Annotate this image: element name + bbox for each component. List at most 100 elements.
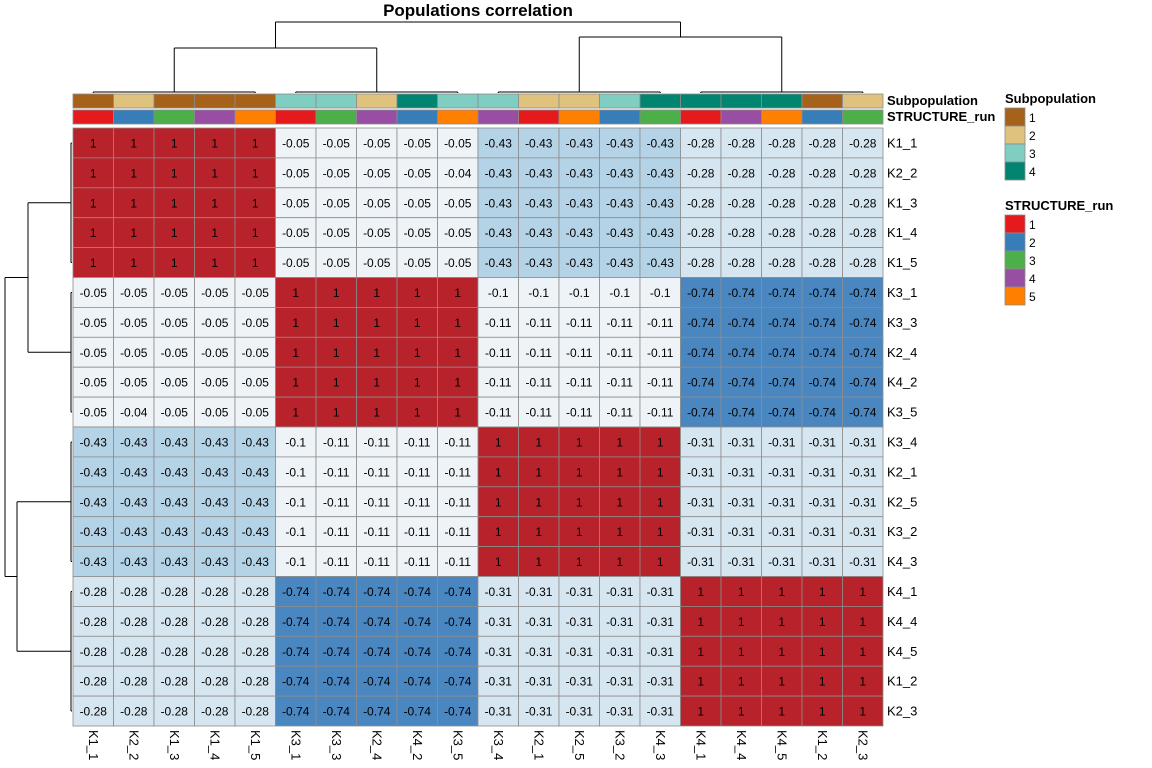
- cell-label: -0.43: [242, 465, 270, 479]
- cell-label: -0.43: [525, 256, 553, 270]
- cell-label: -0.74: [323, 645, 351, 659]
- subpopulation-annotation-cell: [639, 93, 681, 109]
- heatmap-cell: [518, 546, 560, 577]
- cell-label: -0.05: [161, 406, 189, 420]
- cell-label: -0.28: [120, 645, 148, 659]
- heatmap-cell: [275, 366, 317, 398]
- cell-label: -0.31: [525, 645, 553, 659]
- heatmap-cell: [842, 306, 884, 338]
- cell-label: -0.28: [242, 585, 270, 599]
- cell-label: -0.05: [363, 166, 391, 180]
- heatmap-cell: [477, 426, 519, 458]
- cell-label: -0.1: [285, 435, 306, 449]
- row-label: K4_4: [887, 614, 917, 629]
- heatmap-cells: 1 1 1 1 1 -0.05 -0.05 -0.05 -0.05 -0.05 -0.43 -0.43…: [72, 127, 884, 727]
- cell-label: 1: [252, 226, 259, 240]
- subpopulation-annotation-cell: [558, 93, 600, 109]
- column-label: K3_1: [288, 730, 303, 760]
- heatmap-cell: [437, 157, 479, 189]
- cell-label: -0.43: [242, 555, 270, 569]
- cell-label: -0.28: [161, 645, 189, 659]
- cell-label: -0.31: [566, 705, 594, 719]
- cell-label: 1: [211, 166, 218, 180]
- heatmap-cell: [234, 695, 276, 727]
- subpopulation-annotation-cell: [396, 93, 438, 109]
- heatmap-cell: [477, 456, 519, 488]
- cell-label: -0.31: [566, 585, 594, 599]
- legend-swatch: [1004, 232, 1026, 252]
- cell-label: -0.05: [444, 256, 472, 270]
- cell-label: -0.28: [687, 136, 715, 150]
- heatmap-cell: [396, 486, 438, 518]
- cell-label: -0.43: [120, 465, 148, 479]
- cell-label: 1: [859, 705, 866, 719]
- cell-label: 1: [738, 645, 745, 659]
- cell-label: -0.1: [528, 286, 549, 300]
- cell-label: -0.43: [201, 495, 229, 509]
- cell-label: 1: [819, 615, 826, 629]
- heatmap-cell: [639, 157, 681, 189]
- heatmap-cell: [396, 217, 438, 248]
- cell-label: -0.74: [728, 376, 756, 390]
- cell-label: -0.31: [687, 525, 715, 539]
- heatmap-cell: [477, 187, 519, 219]
- cell-label: -0.74: [404, 645, 432, 659]
- heatmap-cell: [599, 187, 641, 219]
- heatmap-cell: [761, 396, 803, 428]
- row-label: K1_5: [887, 255, 917, 270]
- heatmap-cell: [153, 606, 195, 637]
- heatmap-cell: [558, 665, 600, 697]
- row-label: K2_3: [887, 704, 917, 719]
- cell-label: 1: [373, 406, 380, 420]
- subpopulation-annotation-cell: [761, 93, 803, 109]
- cell-label: -0.05: [323, 256, 351, 270]
- cell-label: 1: [90, 256, 97, 270]
- cell-label: -0.74: [363, 645, 391, 659]
- structure-annotation-cell: [639, 109, 681, 125]
- heatmap-cell: [720, 336, 762, 368]
- cell-label: -0.43: [201, 465, 229, 479]
- cell-label: 1: [616, 465, 623, 479]
- cell-label: -0.05: [323, 226, 351, 240]
- heatmap-cell: [437, 127, 479, 159]
- cell-label: -0.05: [80, 406, 108, 420]
- heatmap-cell: [113, 336, 155, 368]
- heatmap-cell: [599, 635, 641, 667]
- heatmap-cell: [518, 516, 560, 548]
- heatmap-cell: [194, 546, 236, 577]
- heatmap-cell: [842, 157, 884, 189]
- heatmap-cell: [842, 336, 884, 368]
- cell-label: 1: [616, 525, 623, 539]
- legend-item-label: 5: [1029, 290, 1036, 304]
- heatmap-cell: [113, 456, 155, 488]
- subpopulation-annotation-cell: [437, 93, 479, 109]
- heatmap-cell: [599, 695, 641, 727]
- cell-label: -0.28: [687, 226, 715, 240]
- cell-label: -0.11: [647, 346, 674, 360]
- cell-label: 1: [495, 435, 502, 449]
- cell-label: -0.31: [687, 435, 715, 449]
- cell-label: -0.43: [80, 555, 108, 569]
- heatmap-cell: [761, 426, 803, 458]
- cell-label: -0.74: [728, 286, 756, 300]
- cell-label: -0.11: [364, 465, 391, 479]
- heatmap-cell: [194, 486, 236, 518]
- heatmap-cell: [356, 127, 398, 159]
- heatmap-cell: [842, 396, 884, 428]
- heatmap-cell: [356, 635, 398, 667]
- heatmap-cell: [153, 695, 195, 727]
- cell-label: 1: [657, 525, 664, 539]
- structure-annotation-cell: [275, 109, 317, 125]
- cell-label: 1: [576, 525, 583, 539]
- heatmap-cell: [720, 127, 762, 159]
- cell-label: -0.31: [849, 555, 877, 569]
- cell-label: -0.74: [282, 645, 310, 659]
- cell-label: 1: [778, 675, 785, 689]
- cell-label: -0.74: [363, 705, 391, 719]
- heatmap-cell: [558, 606, 600, 637]
- heatmap-cell: [113, 486, 155, 518]
- cell-label: -0.43: [120, 495, 148, 509]
- heatmap-cell: [558, 306, 600, 338]
- cell-label: -0.11: [485, 346, 512, 360]
- cell-label: -0.74: [768, 376, 796, 390]
